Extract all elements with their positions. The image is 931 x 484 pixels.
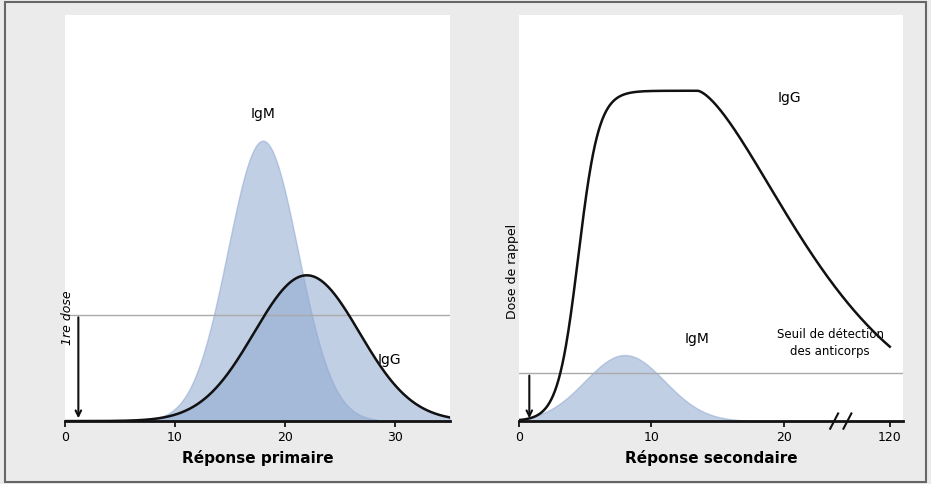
X-axis label: Réponse primaire: Réponse primaire xyxy=(182,450,333,466)
Text: IgG: IgG xyxy=(377,353,401,367)
Text: IgM: IgM xyxy=(684,332,709,346)
Text: IgG: IgG xyxy=(777,91,801,105)
Text: Dose de rappel: Dose de rappel xyxy=(506,224,519,319)
Text: Seuil de détection
des anticorps: Seuil de détection des anticorps xyxy=(776,328,884,358)
X-axis label: Réponse secondaire: Réponse secondaire xyxy=(625,450,797,466)
Text: IgM: IgM xyxy=(250,107,276,121)
Text: 1re dose: 1re dose xyxy=(61,290,74,345)
